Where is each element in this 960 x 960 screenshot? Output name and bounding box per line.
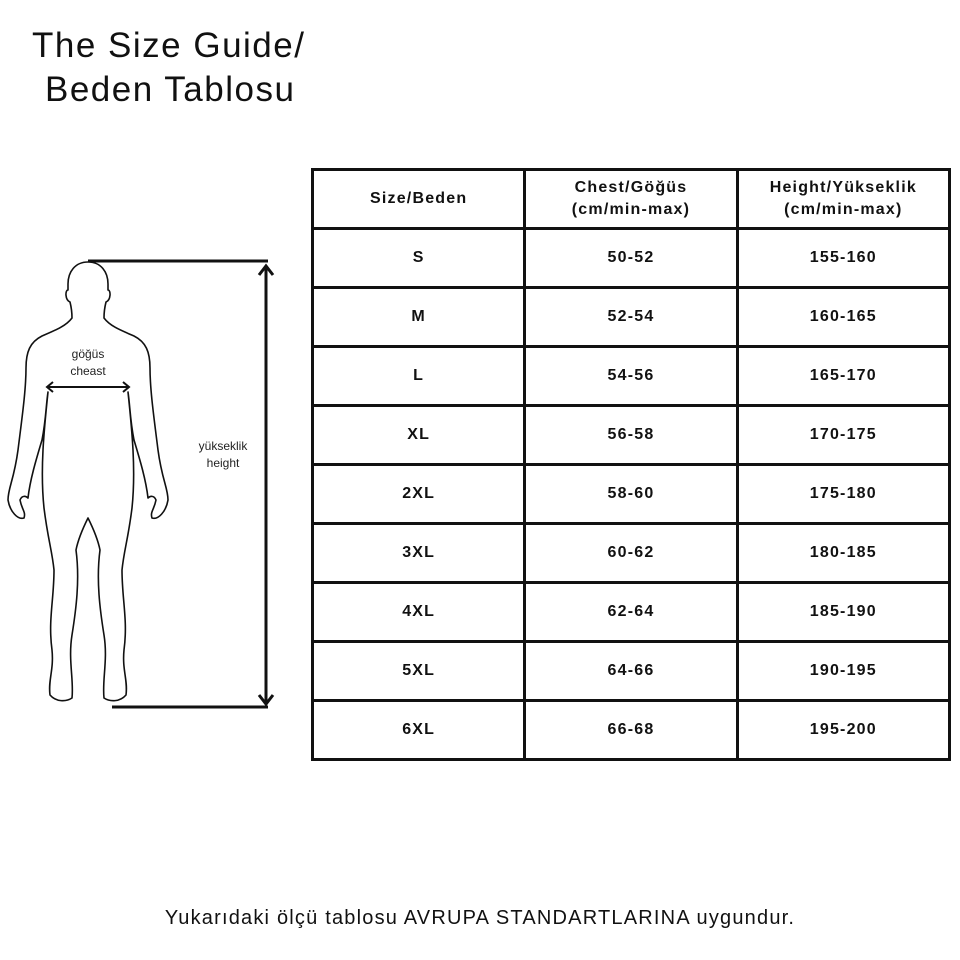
size-cell: M <box>310 286 527 348</box>
table-row: S 50-52 155-160 <box>310 227 952 289</box>
height-cell: 165-170 <box>735 345 952 407</box>
height-cell: 175-180 <box>735 463 952 525</box>
size-cell: 3XL <box>310 522 527 584</box>
table-row: 4XL 62-64 185-190 <box>310 581 952 643</box>
chest-cell: 60-62 <box>523 522 739 584</box>
height-cell: 190-195 <box>735 640 952 702</box>
header-height: Height/Yükseklik (cm/min-max) <box>735 168 952 230</box>
height-cell: 195-200 <box>735 699 952 761</box>
human-silhouette-icon <box>7 259 275 709</box>
table-row: 6XL 66-68 195-200 <box>310 699 952 761</box>
size-cell: 2XL <box>310 463 527 525</box>
chest-cell: 50-52 <box>523 227 739 289</box>
height-label-en: height <box>206 456 240 470</box>
chest-label: göğüs cheast <box>58 346 118 380</box>
chest-cell: 54-56 <box>523 345 739 407</box>
size-table: Size/Beden Chest/Göğüs (cm/min-max) Heigh… <box>310 168 952 761</box>
size-cell: S <box>310 227 527 289</box>
chest-cell: 56-58 <box>523 404 739 466</box>
chest-cell: 52-54 <box>523 286 739 348</box>
size-cell: 5XL <box>310 640 527 702</box>
title-line-2: Beden Tablosu <box>45 70 296 109</box>
height-cell: 180-185 <box>735 522 952 584</box>
size-cell: XL <box>310 404 527 466</box>
chest-cell: 58-60 <box>523 463 739 525</box>
chest-cell: 62-64 <box>523 581 739 643</box>
size-cell: 6XL <box>310 699 527 761</box>
title-line-1: The Size Guide/ <box>32 26 306 65</box>
page-title: The Size Guide/ Beden Tablosu <box>32 24 305 112</box>
footer-note: Yukarıdaki ölçü tablosu AVRUPA STANDARTL… <box>164 907 796 929</box>
height-label: yükseklik height <box>188 438 258 472</box>
table-row: XL 56-58 170-175 <box>310 404 952 466</box>
chest-cell: 66-68 <box>523 699 739 761</box>
height-cell: 155-160 <box>735 227 952 289</box>
header-chest: Chest/Göğüs (cm/min-max) <box>523 168 739 230</box>
table-row: 2XL 58-60 175-180 <box>310 463 952 525</box>
chest-label-tr: göğüs <box>71 347 105 361</box>
chest-cell: 64-66 <box>523 640 739 702</box>
table-row: L 54-56 165-170 <box>310 345 952 407</box>
height-cell: 185-190 <box>735 581 952 643</box>
table-row: 3XL 60-62 180-185 <box>310 522 952 584</box>
size-cell: L <box>310 345 527 407</box>
table-header-row: Size/Beden Chest/Göğüs (cm/min-max) Heigh… <box>310 168 952 230</box>
header-size: Size/Beden <box>310 168 527 230</box>
table-row: M 52-54 160-165 <box>310 286 952 348</box>
size-cell: 4XL <box>310 581 527 643</box>
height-label-tr: yükseklik <box>198 439 248 453</box>
table-row: 5XL 64-66 190-195 <box>310 640 952 702</box>
chest-label-en: cheast <box>70 364 106 378</box>
body-measurement-figure: göğüs cheast yükseklik height <box>0 250 300 720</box>
height-cell: 160-165 <box>735 286 952 348</box>
height-cell: 170-175 <box>735 404 952 466</box>
